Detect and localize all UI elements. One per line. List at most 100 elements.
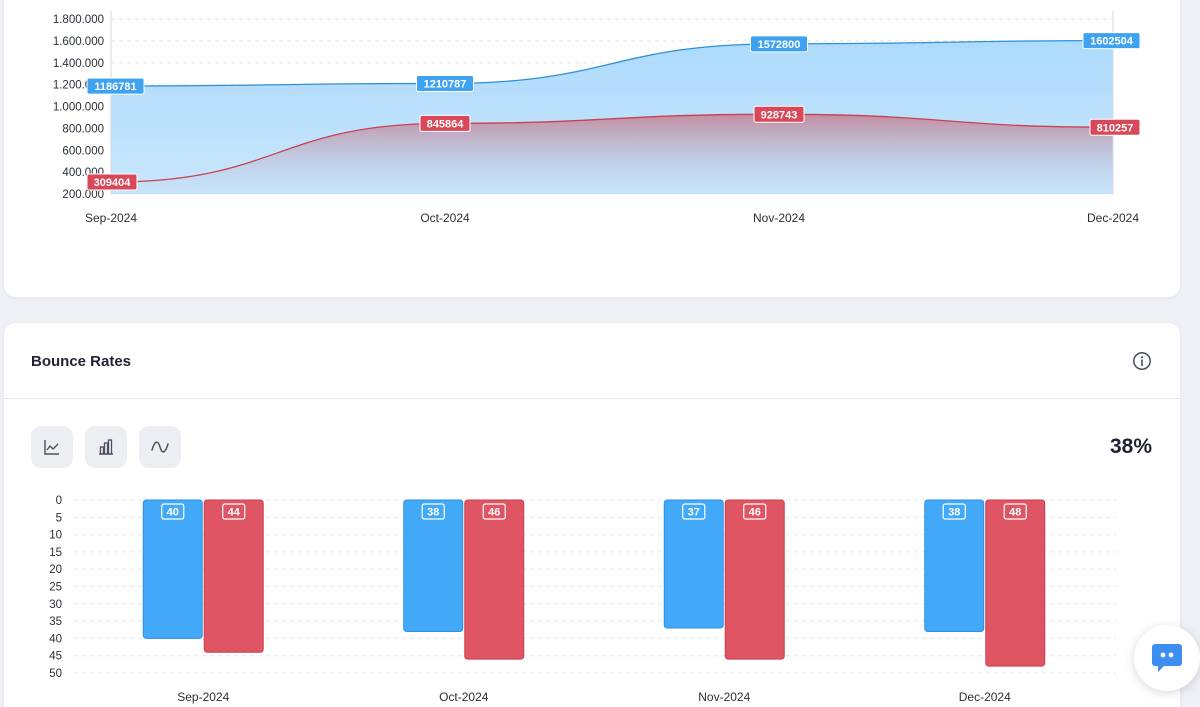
area-y-tick: 200.000 [62, 189, 104, 201]
bar-data-label: 38 [421, 503, 445, 520]
bar-x-tick: Dec-2024 [959, 690, 1011, 704]
area-y-tick: 1.800.000 [53, 14, 104, 26]
area-y-tick: 600.000 [62, 145, 104, 157]
bar-data-label-bg [942, 503, 966, 520]
area-data-label: 1572800 [750, 35, 808, 53]
bar-data-label-bg [482, 503, 506, 520]
bar-data-label-text: 37 [688, 507, 700, 519]
area-y-tick: 1.000.000 [53, 102, 104, 114]
chart-type-toolbar [31, 426, 181, 468]
area-data-label-bg [1089, 118, 1141, 136]
area-y-tick: 1.600.000 [53, 36, 104, 48]
area-data-label: 810257 [1089, 118, 1141, 136]
bar-y-tick: 15 [49, 547, 62, 559]
area-data-label-text: 1572800 [758, 39, 801, 51]
bar-Nov-2024-s0 [663, 499, 724, 629]
chat-bubble-icon [1152, 644, 1182, 672]
bar-y-tick: 10 [49, 530, 62, 542]
bar-data-label-text: 44 [228, 507, 241, 519]
bar-chart: 0 5 10 15 20 25 30 35 40 45 50 40 44 Sep-2024 38 46 Oct-… [49, 495, 1116, 704]
area-data-label: 309404 [86, 173, 138, 191]
area-data-label-text: 1602504 [1090, 36, 1134, 48]
bar-Oct-2024-s1 [464, 499, 525, 660]
bar-data-label-bg [1003, 503, 1027, 520]
bar-data-label: 44 [222, 503, 246, 520]
area-data-label-bg [1082, 32, 1141, 50]
area-data-label-text: 1186781 [94, 81, 136, 93]
bar-Dec-2024-s1 [985, 499, 1046, 667]
bar-y-tick: 35 [49, 616, 62, 628]
info-icon[interactable] [1132, 351, 1152, 371]
area-data-label: 1210787 [416, 74, 474, 92]
visitors-card: 200.000 400.000 600.000 800.000 1.000.000 1.2… [4, 0, 1180, 297]
card-header: Bounce Rates [4, 323, 1180, 399]
bar-data-label-bg [743, 503, 767, 520]
bar-x-tick: Oct-2024 [439, 690, 489, 704]
bar-y-tick: 0 [56, 495, 62, 507]
area-chart: 200.000400.000600.000800.0001.000.0001.2… [53, 11, 1141, 225]
bar-data-label-bg [682, 503, 706, 520]
area-data-label: 1186781 [86, 77, 145, 95]
bar-data-label-text: 46 [749, 507, 761, 519]
bar-data-label-bg [421, 503, 445, 520]
card-title: Bounce Rates [31, 353, 132, 370]
area-data-label-bg [86, 173, 138, 191]
bar-Nov-2024-s1 [724, 499, 785, 660]
area-data-label-bg [750, 35, 808, 53]
smooth-curve-icon [151, 441, 169, 453]
area-data-label-bg [753, 105, 805, 123]
bar-y-tick: 45 [49, 651, 62, 663]
bar-chart-icon [99, 439, 113, 455]
bounce-rate-value: 38% [1109, 435, 1152, 458]
line-chart-button[interactable] [31, 426, 73, 468]
area-x-tick: Nov-2024 [753, 211, 805, 225]
bar-Sep-2024-s0 [142, 499, 203, 639]
line-chart-icon [44, 440, 59, 455]
bar-data-label: 46 [482, 503, 506, 520]
area-data-label-text: 928743 [761, 109, 798, 121]
bar-Oct-2024-s0 [403, 499, 464, 632]
area-series-1-line [110, 113, 1114, 183]
bar-y-tick: 40 [49, 633, 62, 645]
area-data-label-text: 309404 [94, 177, 132, 189]
area-series-0-line [110, 39, 1114, 87]
area-x-tick: Dec-2024 [1087, 211, 1139, 225]
area-data-label-bg [419, 114, 471, 132]
area-data-label-text: 1210787 [424, 78, 467, 90]
area-x-tick: Oct-2024 [420, 211, 470, 225]
bar-data-label: 37 [682, 503, 706, 520]
bar-y-tick: 5 [56, 512, 62, 524]
bounce-rates-card: Bounce Rates 38% 0 5 10 [4, 323, 1180, 707]
bar-data-label: 46 [743, 503, 767, 520]
bar-data-label-text: 38 [948, 507, 960, 519]
bar-data-label-text: 38 [427, 507, 439, 519]
bar-y-tick: 20 [49, 564, 62, 576]
area-data-label: 928743 [753, 105, 805, 123]
bar-y-tick: 30 [49, 599, 62, 611]
area-data-label-text: 845864 [427, 118, 465, 130]
area-data-label-bg [86, 77, 145, 95]
bar-Dec-2024-s0 [924, 499, 985, 632]
bar-x-tick: Sep-2024 [177, 690, 229, 704]
bar-data-label-text: 48 [1009, 507, 1021, 519]
area-series-1-fill [111, 114, 1113, 194]
bar-data-label: 40 [161, 503, 185, 520]
bar-data-label: 48 [1003, 503, 1027, 520]
bar-data-label-bg [161, 503, 185, 520]
bar-y-tick: 25 [49, 582, 62, 594]
area-data-label-bg [416, 74, 474, 92]
area-y-tick: 1.400.000 [53, 58, 104, 70]
bar-data-label-bg [222, 503, 246, 520]
bar-data-label-text: 46 [488, 507, 500, 519]
bar-y-tick: 50 [49, 668, 62, 680]
area-y-tick: 800.000 [62, 123, 104, 135]
bar-data-label: 38 [942, 503, 966, 520]
bar-Sep-2024-s1 [203, 499, 264, 653]
bar-data-label-text: 40 [167, 507, 179, 519]
area-data-label: 845864 [419, 114, 471, 132]
area-x-tick: Sep-2024 [85, 211, 137, 225]
bar-x-tick: Nov-2024 [698, 690, 750, 704]
bar-chart-button[interactable] [85, 426, 127, 468]
smooth-curve-button[interactable] [139, 426, 181, 468]
chat-button[interactable] [1134, 625, 1200, 691]
